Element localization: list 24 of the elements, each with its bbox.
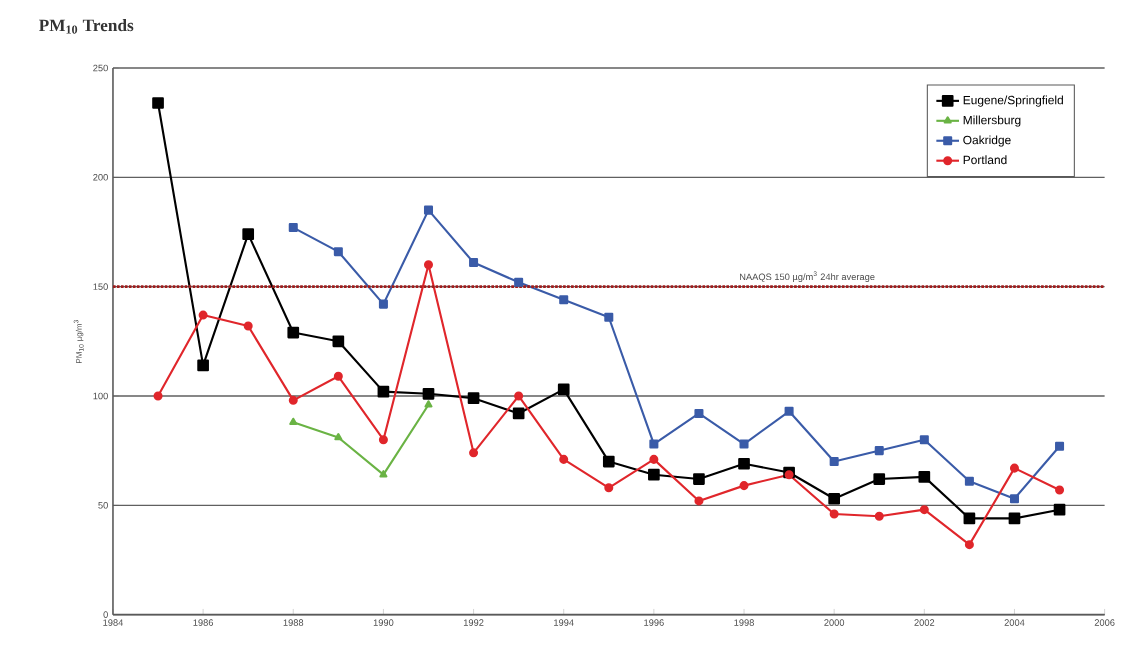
x-tick-label: 2000 [824,619,845,627]
legend-label: Millersburg [963,115,1021,127]
y-tick-label: 250 [93,64,108,72]
x-tick-label: 2006 [1094,619,1115,627]
y-tick-label: 100 [93,392,108,400]
x-tick-label: 1996 [644,619,664,627]
x-tick-label: 1998 [734,619,754,627]
y-tick-label: 150 [93,283,108,291]
legend-label: Oakridge [963,135,1011,147]
y-tick-label: 50 [98,502,108,509]
y-tick-label: 200 [93,174,108,181]
legend-label: Eugene/Springfield [963,95,1063,107]
x-tick-label: 1986 [193,619,214,627]
legend-label: Portland [963,155,1007,165]
chart-title: PM$_{10}$ Trends [38,19,134,34]
x-tick-label: 1992 [463,619,484,627]
x-tick-label: 1994 [554,619,574,627]
x-tick-label: 2002 [914,619,935,627]
x-tick-label: 1990 [373,619,394,627]
x-tick-label: 2004 [1004,619,1025,627]
ref-line-label: NAAQS 150 µg/m$^{3}$ 24hr average [740,271,875,283]
x-tick-label: 1984 [103,619,124,627]
x-tick-label: 1988 [283,619,304,627]
y-tick-label: 0 [103,611,108,619]
